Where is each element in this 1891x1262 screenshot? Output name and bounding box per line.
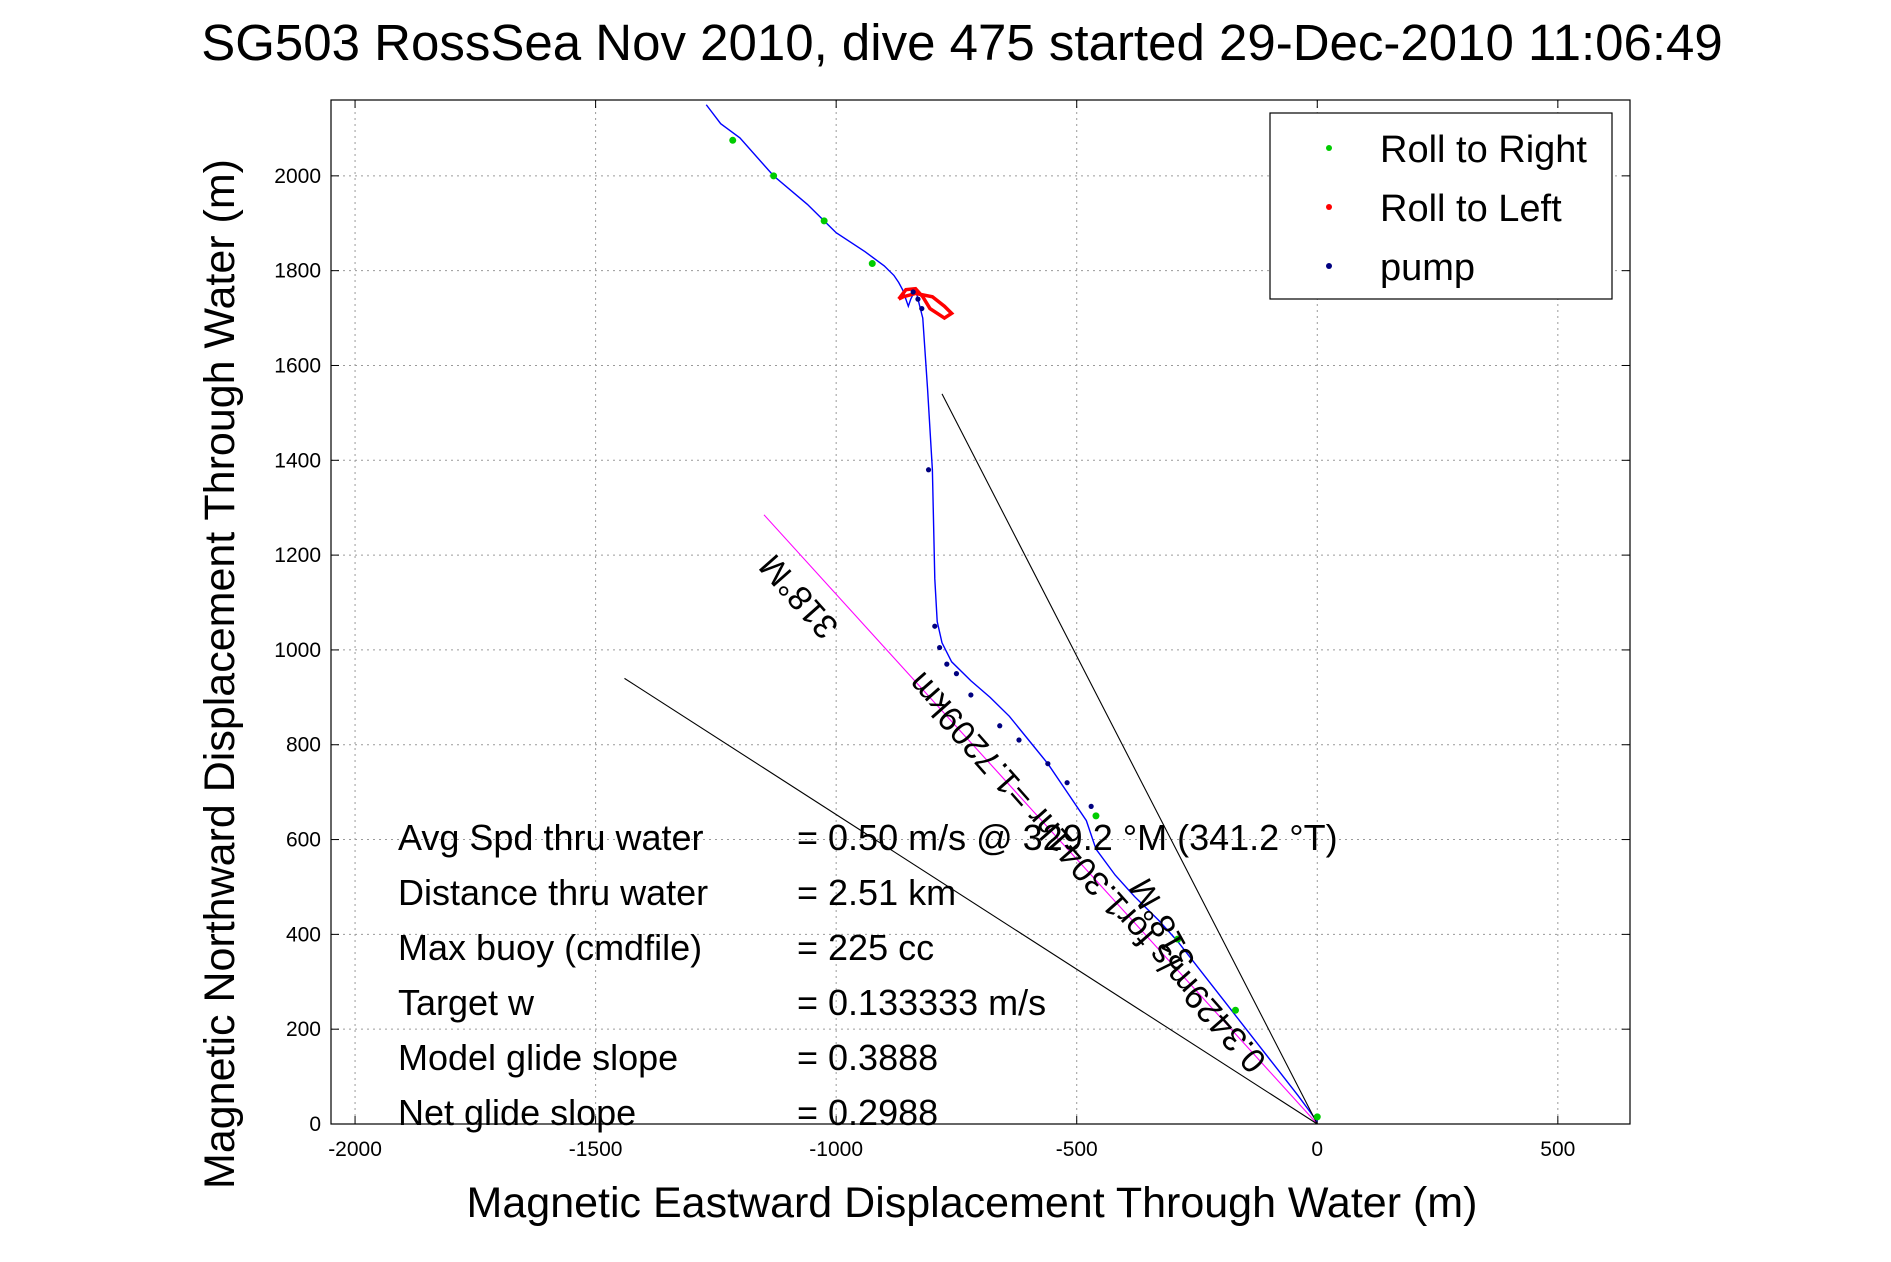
y-tick-label: 800 <box>286 734 321 757</box>
y-axis-ticks: 0 200 400 600 800 1000 1200 1400 1600 1800 2000 <box>274 165 1630 1136</box>
legend-marker <box>1326 263 1332 269</box>
x-tick-label: -2000 <box>328 1138 382 1161</box>
y-tick-label: 1800 <box>274 260 321 283</box>
annotation-value: = 2.51 km <box>797 872 956 913</box>
roll-right-point <box>1231 1006 1239 1014</box>
x-tick-label: -1000 <box>809 1138 863 1161</box>
annotation-value: = 0.133333 m/s <box>797 982 1046 1023</box>
y-axis-label: Magnetic Northward Displacement Through … <box>196 159 244 1189</box>
pump-point <box>919 305 925 312</box>
annotation-label: Target w <box>398 982 535 1023</box>
stats-annotations: Avg Spd thru water = 0.50 m/s @ 329.2 °M … <box>398 817 1338 1133</box>
bound-line-lower <box>624 677 1318 1125</box>
legend-label: Roll to Left <box>1380 188 1562 230</box>
roll-right-point <box>729 136 737 144</box>
legend: Roll to Right Roll to Left pump <box>1269 112 1613 300</box>
pump-point <box>1088 803 1094 809</box>
data-markers <box>729 136 1321 1121</box>
legend-label: Roll to Right <box>1380 129 1587 171</box>
roll-right-point <box>1313 1113 1321 1121</box>
annotation-value: = 0.2988 <box>797 1092 938 1133</box>
x-tick-label: -1500 <box>569 1138 623 1161</box>
pump-point <box>915 296 921 302</box>
y-tick-label: 200 <box>286 1018 321 1041</box>
legend-marker <box>1326 204 1332 210</box>
bound-line-upper <box>941 393 1318 1125</box>
y-tick-label: 0 <box>309 1113 321 1136</box>
annotation-value: = 0.3888 <box>797 1037 938 1078</box>
chart-title: SG503 RossSea Nov 2010, dive 475 started… <box>201 14 1723 71</box>
x-tick-label: 500 <box>1540 1138 1575 1161</box>
track-line <box>705 104 1318 1123</box>
annotation-label: Distance thru water <box>398 872 708 913</box>
roll-left-loop <box>897 286 955 321</box>
y-tick-label: 1600 <box>274 354 321 377</box>
pump-point <box>1045 761 1051 767</box>
pump-point <box>944 661 950 667</box>
y-tick-label: 400 <box>286 923 321 946</box>
x-axis-ticks: -2000 -1500 -1000 -500 0 500 <box>328 100 1575 1161</box>
annotation-label: Net glide slope <box>398 1092 636 1133</box>
roll-right-point <box>1092 812 1100 820</box>
pump-point <box>932 623 938 629</box>
pump-point <box>910 289 916 295</box>
x-axis-label: Magnetic Eastward Displacement Through W… <box>467 1179 1478 1227</box>
plot-frame <box>330 99 1631 1125</box>
y-tick-label: 1200 <box>274 544 321 567</box>
annotation-label: Model glide slope <box>398 1037 678 1078</box>
x-tick-label: -500 <box>1056 1138 1098 1161</box>
x-tick-label: 0 <box>1311 1138 1323 1161</box>
y-tick-label: 1000 <box>274 639 321 662</box>
legend-label: pump <box>1380 247 1475 289</box>
roll-right-point <box>868 260 876 268</box>
pump-point <box>968 692 974 698</box>
roll-right-point <box>770 172 778 180</box>
pump-point <box>997 723 1003 729</box>
pump-point <box>953 671 960 677</box>
data-series <box>624 104 1318 1125</box>
heading-line <box>763 514 1318 1125</box>
pump-point <box>925 467 932 473</box>
annotation-value: = 0.50 m/s @ 329.2 °M (341.2 °T) <box>797 817 1338 858</box>
annotation-label: Avg Spd thru water <box>398 817 704 858</box>
legend-marker <box>1326 145 1332 151</box>
annotation-label: Max buoy (cmdfile) <box>398 927 702 968</box>
roll-right-point <box>820 217 828 225</box>
y-tick-label: 2000 <box>274 165 321 188</box>
y-tick-label: 600 <box>286 829 321 852</box>
pump-point <box>937 644 943 651</box>
roll-right-point <box>1174 935 1182 943</box>
annotation-value: = 225 cc <box>797 927 934 968</box>
pump-point <box>1064 780 1070 786</box>
y-tick-label: 1400 <box>274 449 321 472</box>
pump-point <box>1016 737 1022 743</box>
